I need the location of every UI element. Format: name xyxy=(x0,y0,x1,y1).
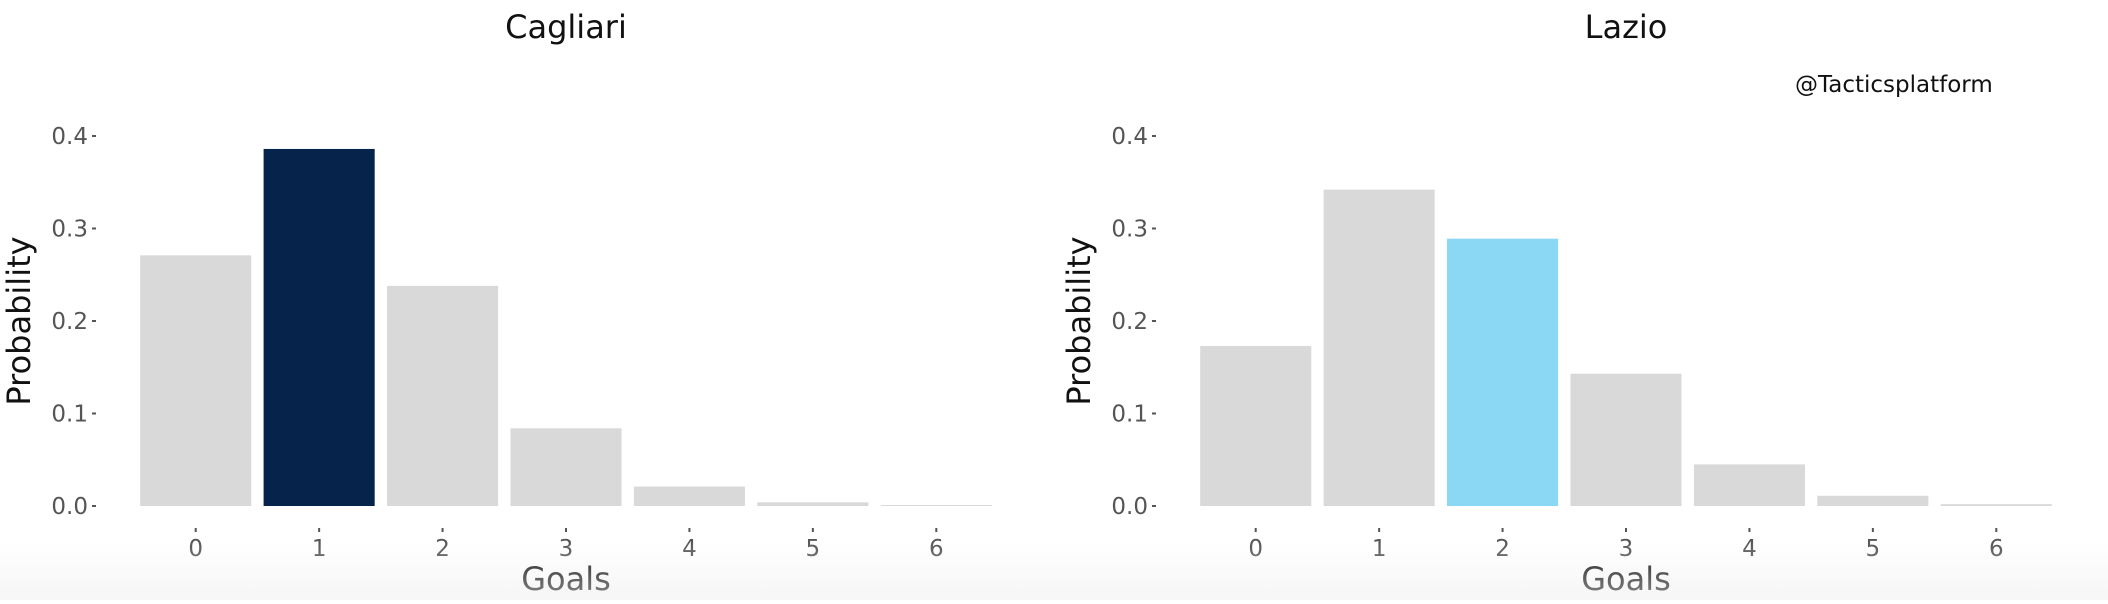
y-tick-label: 0.1 xyxy=(51,402,88,428)
bar-goals-3 xyxy=(510,428,622,506)
y-tick-label: 0.4 xyxy=(51,124,88,150)
bar-goals-0 xyxy=(140,255,252,506)
bar-goals-6 xyxy=(1940,504,2052,506)
bar-goals-1 xyxy=(1323,189,1435,506)
watermark: @Tacticsplatform xyxy=(1795,72,1993,98)
bar-goals-5 xyxy=(757,502,869,506)
bottom-fade xyxy=(0,540,2108,600)
y-tick-label: 0.1 xyxy=(1111,402,1148,428)
y-tick-label: 0.3 xyxy=(51,217,88,243)
bar-goals-2 xyxy=(1447,238,1559,507)
bar-goals-5 xyxy=(1817,495,1929,506)
y-tick-label: 0.0 xyxy=(51,494,88,520)
bar-goals-2 xyxy=(387,285,499,506)
y-axis-label: Probability xyxy=(1060,236,1098,405)
bar-goals-3 xyxy=(1570,373,1682,506)
y-tick-label: 0.2 xyxy=(1111,309,1148,335)
y-tick-label: 0.4 xyxy=(1111,124,1148,150)
y-axis-label: Probability xyxy=(0,236,38,405)
y-tick-label: 0.0 xyxy=(1111,494,1148,520)
chart-title: Cagliari xyxy=(505,8,627,46)
y-tick-label: 0.3 xyxy=(1111,217,1148,243)
bar-goals-6 xyxy=(880,505,992,506)
bar-goals-0 xyxy=(1200,345,1312,506)
bar-goals-4 xyxy=(633,486,745,506)
y-tick-label: 0.2 xyxy=(51,309,88,335)
bar-goals-4 xyxy=(1693,464,1805,506)
bar-goals-1 xyxy=(263,148,375,506)
chart-title: Lazio xyxy=(1585,8,1668,46)
